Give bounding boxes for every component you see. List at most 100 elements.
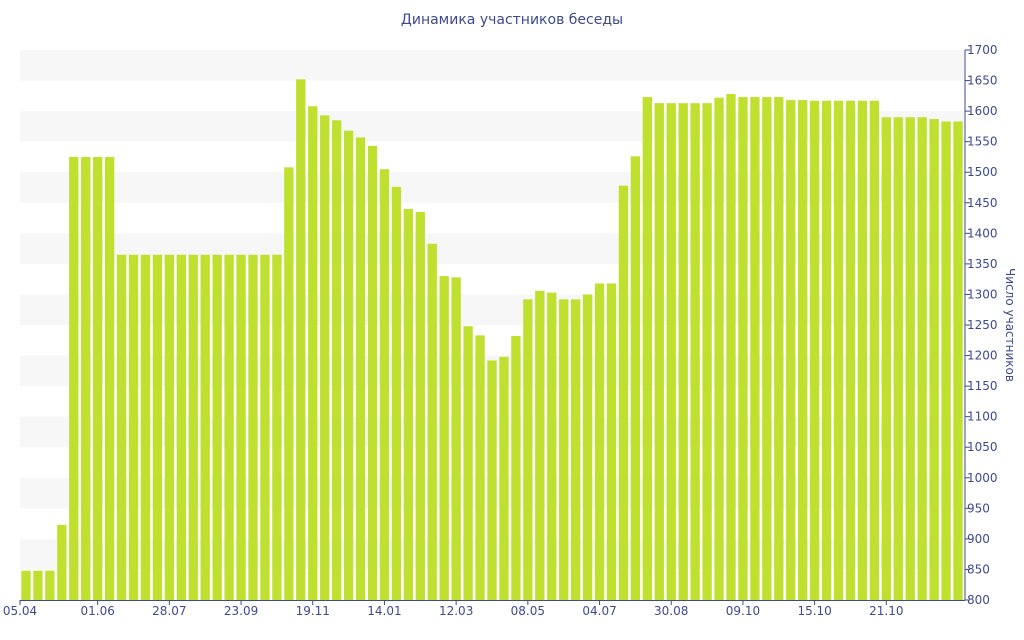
bar (463, 326, 473, 600)
x-tick-label: 30.08 (654, 604, 688, 618)
bar (666, 103, 676, 601)
x-tick-label: 04.07 (582, 604, 616, 618)
bar (582, 294, 593, 600)
bar (845, 100, 856, 600)
bar (547, 292, 557, 600)
bar (475, 335, 485, 600)
bar (284, 167, 294, 600)
y-tick-label: 1450 (967, 196, 998, 210)
y-tick-label: 1600 (967, 104, 998, 118)
bar (690, 103, 700, 601)
y-axis-title: Число участников (1003, 268, 1017, 382)
bar (379, 169, 390, 601)
x-tick-label: 21.10 (869, 604, 903, 618)
x-tick-label: 23.09 (224, 604, 258, 618)
bar (606, 283, 617, 600)
bar (511, 336, 521, 600)
bar (809, 100, 820, 600)
y-tick-label: 950 (967, 501, 990, 515)
x-axis: 05.04 01.06 28.07 23.09 19.11 14.01 12.03 08.05… (3, 600, 965, 618)
bar (200, 254, 210, 600)
bar (738, 97, 748, 600)
bar (499, 356, 509, 600)
bar (893, 117, 903, 600)
bar (487, 360, 497, 600)
bar (140, 254, 151, 600)
bar (439, 276, 449, 600)
bar (332, 120, 342, 600)
bar (451, 277, 461, 600)
x-tick-label: 28.07 (152, 604, 186, 618)
y-axis: 800 850 900 950 1000 1050 1100 1150 1200 1250 1300… (964, 43, 998, 607)
y-tick-label: 900 (967, 532, 990, 546)
bar (367, 145, 378, 600)
bar (905, 117, 915, 600)
bar (917, 117, 927, 600)
bar (236, 254, 246, 600)
grid-band (20, 50, 964, 81)
bar (355, 137, 366, 600)
bar (296, 79, 306, 600)
bar (929, 119, 939, 600)
y-tick-label: 1650 (967, 74, 998, 88)
bar (415, 211, 425, 600)
y-tick-label: 1250 (967, 318, 998, 332)
bar (57, 524, 67, 600)
y-tick-label: 1000 (967, 471, 998, 485)
bar (594, 283, 605, 600)
y-tick-label: 1300 (967, 287, 998, 301)
y-tick-label: 1400 (967, 226, 998, 240)
bar (164, 254, 175, 600)
y-tick-label: 1150 (967, 379, 998, 393)
x-tick-label: 08.05 (511, 604, 545, 618)
bar (320, 115, 330, 600)
bar (570, 299, 581, 600)
bar (152, 254, 163, 600)
y-tick-label: 800 (967, 593, 990, 607)
bar (726, 94, 736, 600)
y-tick-label: 1500 (967, 165, 998, 179)
bar (116, 254, 127, 600)
bar (33, 570, 43, 600)
y-tick-label: 850 (967, 562, 990, 576)
chart-title: Динамика участников беседы (400, 12, 624, 28)
bar (702, 103, 712, 601)
bar (678, 103, 688, 601)
bar (857, 100, 868, 600)
y-tick-label: 1200 (967, 349, 998, 363)
bar (630, 156, 641, 600)
bar (642, 97, 652, 600)
bar (128, 254, 139, 600)
bar (654, 103, 664, 601)
bar (869, 100, 880, 600)
bar (821, 100, 832, 600)
y-tick-label: 1050 (967, 440, 998, 454)
bar (176, 254, 186, 600)
bar (248, 254, 258, 600)
x-tick-label: 19.11 (296, 604, 330, 618)
bar (21, 570, 31, 600)
bar (224, 254, 234, 600)
x-tick-label: 09.10 (726, 604, 760, 618)
bar (212, 254, 222, 600)
bar (535, 290, 545, 600)
y-tick-label: 1550 (967, 135, 998, 149)
bar (81, 156, 91, 600)
bar (403, 208, 414, 600)
bar (798, 100, 808, 601)
bar (260, 254, 270, 600)
y-tick-label: 1700 (967, 43, 998, 57)
bar (941, 121, 951, 600)
bar (343, 130, 354, 601)
bar (774, 97, 784, 600)
x-tick-label: 14.01 (367, 604, 401, 618)
bar (833, 100, 844, 600)
bar (391, 186, 402, 600)
bar (272, 254, 282, 600)
bar (69, 156, 79, 600)
y-tick-label: 1100 (967, 410, 998, 424)
bar (559, 299, 569, 600)
bar (93, 156, 103, 600)
bar (762, 97, 772, 600)
bar (45, 570, 55, 600)
